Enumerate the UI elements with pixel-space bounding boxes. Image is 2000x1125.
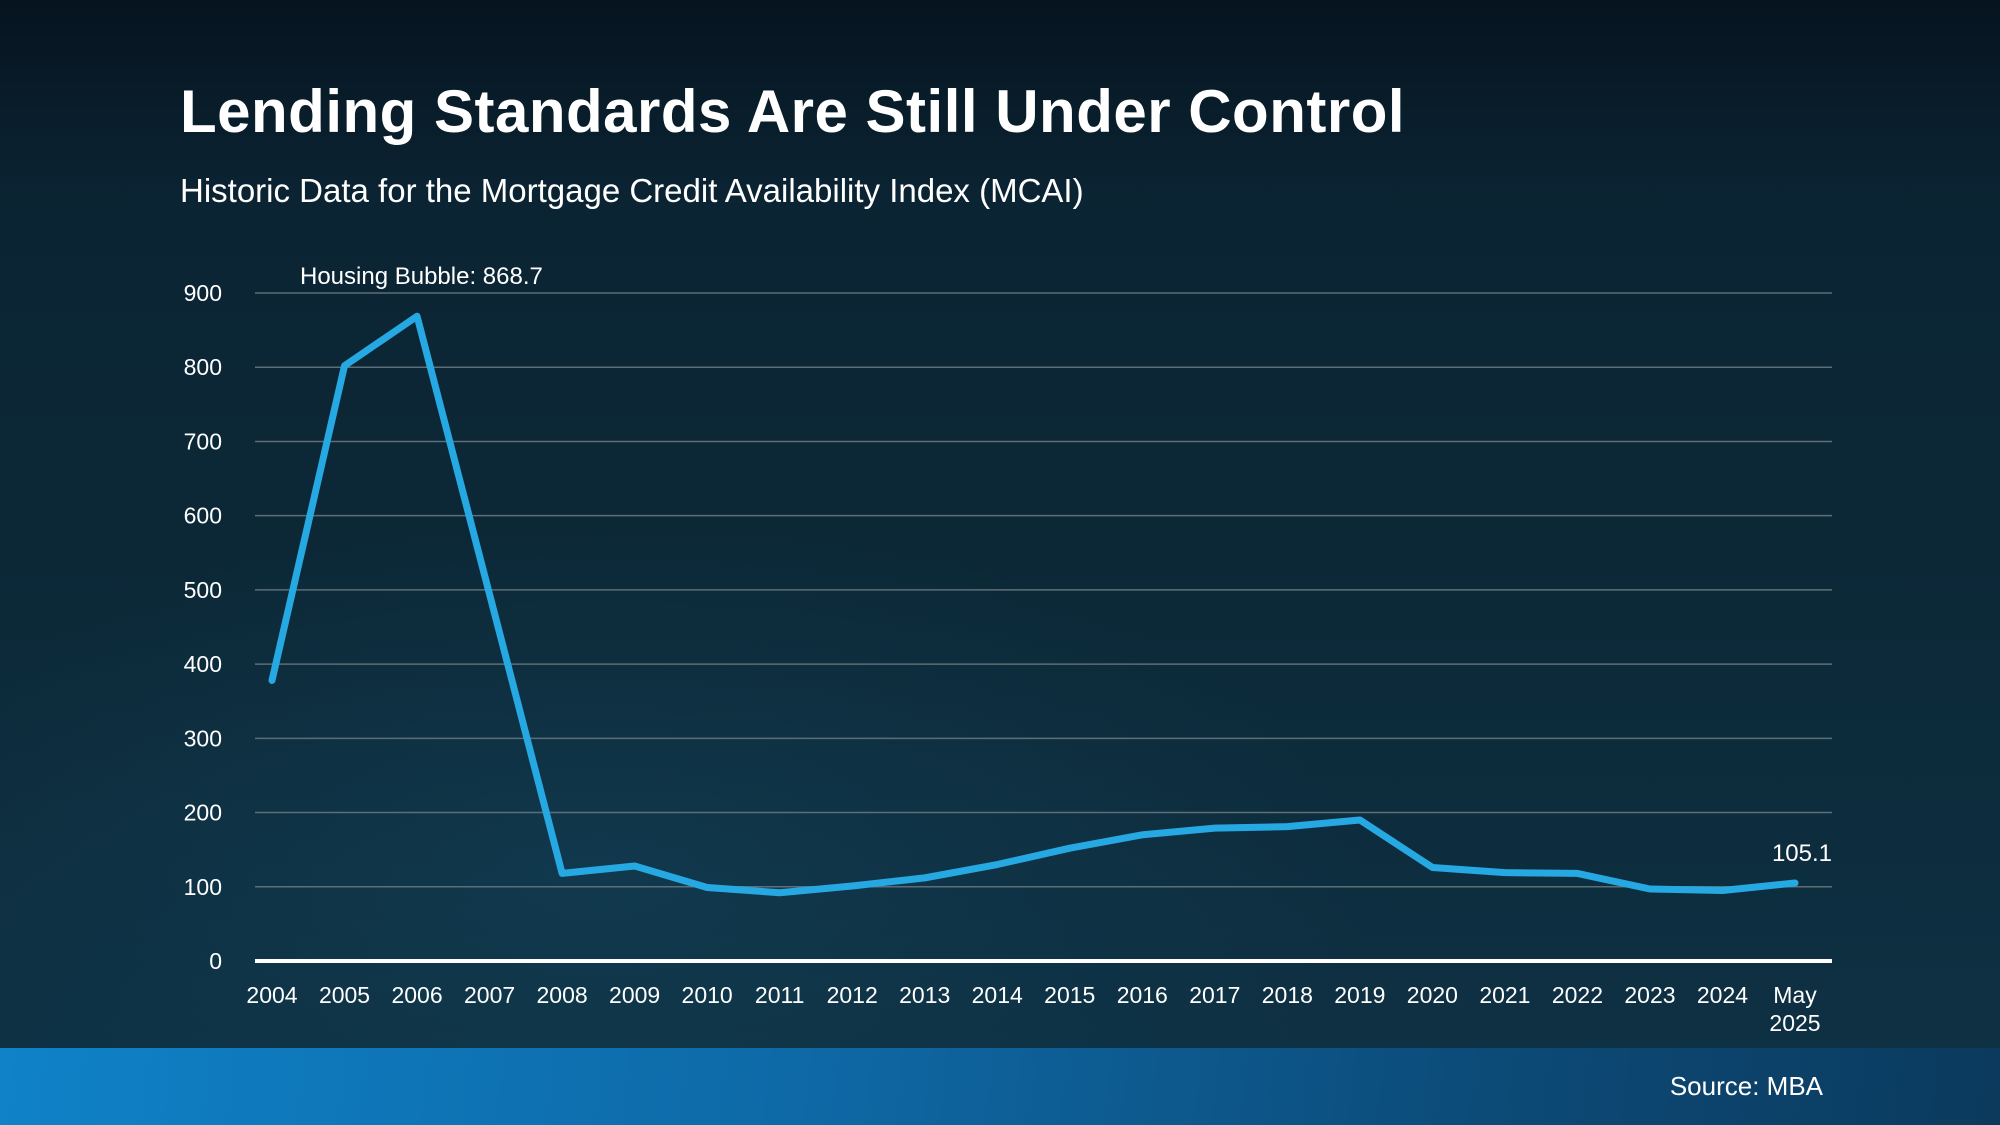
chart-subtitle: Historic Data for the Mortgage Credit Av…	[180, 172, 1084, 210]
x-tick-label: 2022	[1552, 982, 1603, 1008]
x-tick-label: 2017	[1189, 982, 1240, 1008]
x-tick-label: 2005	[319, 982, 370, 1008]
x-tick-label: 2018	[1262, 982, 1313, 1008]
y-tick-label: 0	[209, 948, 222, 974]
x-tick-label: 2006	[391, 982, 442, 1008]
x-tick-label: 2012	[827, 982, 878, 1008]
header: Lending Standards Are Still Under Contro…	[180, 78, 1405, 209]
footer-bar: Source: MBA	[0, 1048, 2000, 1125]
x-tick-label: May 2025	[1769, 982, 1820, 1036]
x-tick-label: 2021	[1479, 982, 1530, 1008]
x-tick-label: 2020	[1407, 982, 1458, 1008]
x-tick-label: 2013	[899, 982, 950, 1008]
peak-annotation: Housing Bubble: 868.7	[300, 263, 543, 290]
x-tick-label: 2007	[464, 982, 515, 1008]
x-tick-label: 2016	[1117, 982, 1168, 1008]
x-tick-label: 2004	[246, 982, 297, 1008]
y-tick-label: 200	[184, 800, 222, 826]
x-tick-label: 2023	[1624, 982, 1675, 1008]
x-tick-label: 2010	[682, 982, 733, 1008]
x-tick-label: 2024	[1697, 982, 1748, 1008]
x-tick-label: 2015	[1044, 982, 1095, 1008]
y-tick-label: 900	[184, 280, 222, 306]
y-tick-label: 700	[184, 428, 222, 454]
x-tick-label: 2009	[609, 982, 660, 1008]
mcai-line-series	[268, 312, 1799, 897]
x-tick-label: 2014	[972, 982, 1023, 1008]
y-tick-label: 600	[184, 503, 222, 529]
latest-value-label: 105.1	[1772, 840, 1832, 867]
source-label: Source: MBA	[1669, 1071, 1823, 1101]
y-tick-label: 300	[184, 725, 222, 751]
x-tick-label: 2019	[1334, 982, 1385, 1008]
y-tick-label: 800	[184, 354, 222, 380]
x-tick-label: 2011	[755, 982, 804, 1008]
y-tick-label: 100	[184, 874, 222, 900]
chart-title: Lending Standards Are Still Under Contro…	[180, 78, 1406, 145]
y-tick-label: 400	[184, 651, 222, 677]
x-tick-label: 2008	[537, 982, 588, 1008]
y-tick-label: 500	[184, 577, 222, 603]
